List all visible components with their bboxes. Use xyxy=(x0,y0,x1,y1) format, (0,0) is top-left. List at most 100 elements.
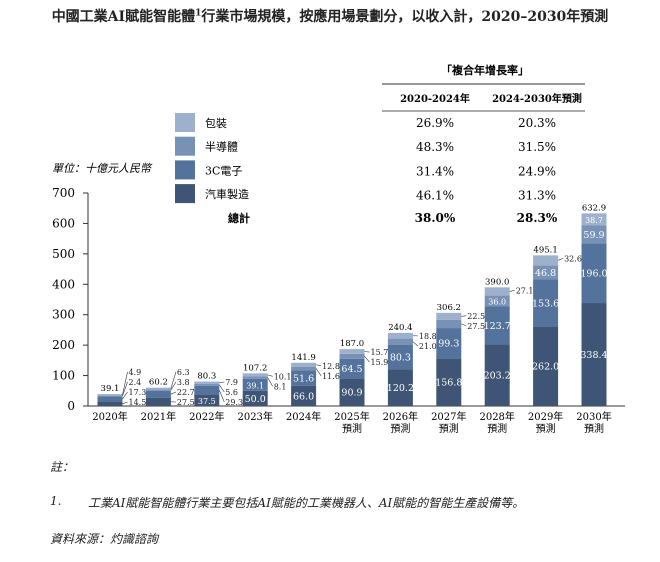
bar-segment-0 xyxy=(436,358,462,406)
y-tick-label: 600 xyxy=(52,216,75,230)
bar-segment-2 xyxy=(291,366,317,371)
cagr-value: 28.3% xyxy=(517,211,558,225)
bar-segment-1 xyxy=(339,358,365,379)
leader-line xyxy=(316,364,322,367)
data-label: 50.0 xyxy=(245,394,266,405)
legend-swatch xyxy=(175,113,195,132)
x-tick-label: 2027年 xyxy=(431,410,466,423)
cagr-value: 31.4% xyxy=(416,164,454,178)
title-footnote-ref: 1 xyxy=(195,8,202,19)
x-tick-label: 2021年 xyxy=(141,410,176,423)
bar-segment-0 xyxy=(194,394,220,406)
cagr-heading: 「複合年增長率」 xyxy=(441,63,529,77)
leader-line xyxy=(219,390,225,403)
cagr-value: 26.9% xyxy=(416,116,454,130)
bar-segment-0 xyxy=(242,390,268,406)
bar-segment-3 xyxy=(194,381,220,384)
data-label-outside: 10.1 xyxy=(274,372,292,381)
bar-segment-1 xyxy=(145,390,171,398)
data-label-outside: 29.3 xyxy=(225,398,243,407)
cagr-value: 31.5% xyxy=(518,140,556,154)
data-label-outside: 18.8 xyxy=(419,332,437,341)
data-label: 123.7 xyxy=(484,321,511,332)
data-label-outside: 27.5 xyxy=(467,322,485,331)
cagr-total-label: 總計 xyxy=(228,211,250,225)
bar-segment-3 xyxy=(291,362,317,367)
data-label: 51.6 xyxy=(293,374,314,385)
data-label-outside: 15.7 xyxy=(371,348,389,357)
leader-line xyxy=(122,381,128,397)
y-tick-label: 500 xyxy=(52,247,75,261)
bar-segment-0 xyxy=(291,385,317,406)
leader-line xyxy=(315,368,322,376)
y-tick-label: 100 xyxy=(52,369,75,383)
note-number: 1. xyxy=(50,494,62,508)
bar-segment-0 xyxy=(581,303,607,406)
leader-line xyxy=(122,401,128,405)
total-label: 107.2 xyxy=(243,363,267,373)
data-label-outside: 21.0 xyxy=(419,342,437,351)
data-label: 120.2 xyxy=(387,383,414,394)
source-text: 資料來源：灼識諮詢 xyxy=(50,532,159,546)
y-tick-label: 300 xyxy=(52,308,75,322)
bar-segment-2 xyxy=(436,319,462,329)
total-label: 60.2 xyxy=(149,378,168,388)
legend-label: 包裝 xyxy=(205,117,227,130)
y-axis-unit-label: 單位：十億元人民幣 xyxy=(52,162,153,175)
legend-swatch xyxy=(175,136,195,156)
bar-segment-3 xyxy=(145,387,171,390)
y-tick-label: 200 xyxy=(52,338,75,352)
bar-segment-1 xyxy=(194,385,220,395)
total-label: 141.9 xyxy=(291,353,315,363)
leader-line xyxy=(267,377,273,387)
bar-segment-1 xyxy=(581,243,607,304)
cagr-col-header: 2024-2030年預測 xyxy=(492,92,582,105)
data-label: 153.6 xyxy=(532,298,559,309)
total-label: 495.1 xyxy=(533,245,557,255)
bar-segment-1 xyxy=(484,306,510,345)
x-tick-label: 預測 xyxy=(390,422,410,435)
notes-heading: 註： xyxy=(50,460,75,474)
data-label-outside: 15.9 xyxy=(371,358,389,367)
data-label: 262.0 xyxy=(532,362,559,373)
bar-segment-1 xyxy=(97,396,123,402)
data-label: 80.3 xyxy=(390,353,411,364)
data-label: 36.0 xyxy=(488,298,506,307)
x-tick-label: 2030年 xyxy=(576,410,611,423)
data-label: 338.4 xyxy=(580,350,607,361)
bar-segment-0 xyxy=(533,326,559,406)
bar-segment-1 xyxy=(436,328,462,359)
bar-segment-0 xyxy=(339,378,365,406)
bar-segment-2 xyxy=(387,338,413,345)
bar-segment-3 xyxy=(484,287,510,296)
leader-line xyxy=(170,381,177,391)
data-label-outside: 22.7 xyxy=(177,388,195,397)
bar-segment-1 xyxy=(291,370,317,386)
x-tick-label: 2024年 xyxy=(286,410,321,423)
x-tick-label: 預測 xyxy=(487,422,507,435)
leader-line xyxy=(219,384,225,393)
data-label-outside: 22.5 xyxy=(467,312,485,321)
data-label: 203.2 xyxy=(484,371,511,382)
data-label: 37.5 xyxy=(198,397,216,406)
x-tick-label: 預測 xyxy=(536,422,556,435)
leader-line xyxy=(461,323,467,327)
data-label: 59.9 xyxy=(583,230,604,241)
x-tick-label: 2028年 xyxy=(479,410,514,423)
x-tick-label: 2022年 xyxy=(189,410,224,423)
data-label-outside: 2.4 xyxy=(129,378,142,387)
bar-segment-0 xyxy=(97,401,123,406)
x-tick-label: 2029年 xyxy=(528,410,563,423)
leader-line xyxy=(219,381,225,384)
data-label-outside: 6.3 xyxy=(177,368,190,377)
legend-swatch xyxy=(175,184,195,204)
data-label-outside: 11.6 xyxy=(322,372,340,381)
leader-line xyxy=(509,290,515,292)
x-tick-label: 2023年 xyxy=(237,410,272,423)
cagr-value: 38.0% xyxy=(415,211,456,225)
x-tick-label: 預測 xyxy=(584,422,604,435)
leader-line xyxy=(122,371,128,395)
bar-segment-2 xyxy=(242,376,268,379)
data-label-outside: 4.9 xyxy=(129,368,142,377)
data-label-outside: 32.6 xyxy=(564,254,582,263)
